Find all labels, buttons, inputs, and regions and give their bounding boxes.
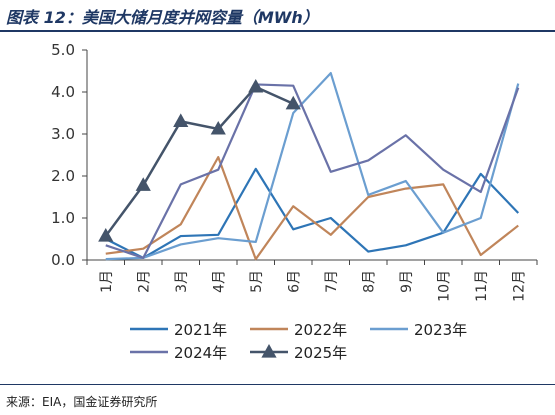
y-tick-label: 5.0 bbox=[51, 41, 75, 59]
title-divider bbox=[0, 30, 555, 32]
series-line-0 bbox=[105, 167, 520, 259]
x-tick-label: 12月 bbox=[511, 270, 527, 302]
data-point-marker bbox=[285, 95, 301, 110]
legend-label: 2023年 bbox=[414, 321, 467, 339]
series-line-4 bbox=[104, 85, 294, 237]
data-point-marker bbox=[248, 78, 264, 93]
series-markers bbox=[98, 78, 301, 242]
x-tick-label: 11月 bbox=[474, 270, 490, 302]
data-point-marker bbox=[173, 113, 189, 127]
figure-title: 图表 12：美国大储月度并网容量（MWh） bbox=[6, 8, 319, 27]
footer-divider bbox=[0, 384, 555, 385]
y-tick-label: 1.0 bbox=[51, 209, 75, 227]
x-tick-label: 4月 bbox=[211, 270, 227, 293]
x-tick-label: 3月 bbox=[174, 270, 190, 293]
series-line-2 bbox=[105, 71, 520, 261]
legend: 2021年 2022年 2023年 2024年 2025年 bbox=[130, 321, 467, 362]
series-line-3 bbox=[105, 83, 520, 259]
series-lines bbox=[104, 71, 520, 261]
x-tick-label: 9月 bbox=[399, 270, 415, 293]
legend-label: 2024年 bbox=[174, 344, 227, 362]
x-axis-ticks: 1月 2月 3月 4月 5月 6月 7月 8月 9月 10月 11月 12月 bbox=[86, 260, 538, 302]
series-line-1 bbox=[105, 155, 519, 261]
data-point-marker bbox=[135, 177, 151, 191]
line-chart: 0.0 1.0 2.0 3.0 4.0 5.0 1月 2月 3月 4月 5月 6月 7月 8月 9月 10月… bbox=[51, 41, 538, 362]
x-tick-label: 1月 bbox=[99, 270, 115, 293]
y-tick-label: 2.0 bbox=[51, 167, 75, 185]
y-axis-ticks: 0.0 1.0 2.0 3.0 4.0 5.0 bbox=[51, 41, 87, 269]
x-tick-label: 2月 bbox=[136, 270, 152, 293]
legend-label: 2022年 bbox=[294, 321, 347, 339]
data-point-marker bbox=[98, 228, 114, 242]
y-tick-label: 4.0 bbox=[51, 83, 75, 101]
x-tick-label: 6月 bbox=[286, 270, 302, 293]
x-tick-label: 5月 bbox=[249, 270, 265, 293]
y-tick-label: 3.0 bbox=[51, 125, 75, 143]
source-note: 来源：EIA，国金证券研究所 bbox=[6, 395, 158, 409]
legend-label: 2021年 bbox=[174, 321, 227, 339]
legend-label: 2025年 bbox=[294, 344, 347, 362]
legend-marker bbox=[261, 344, 277, 358]
x-tick-label: 8月 bbox=[361, 270, 377, 293]
data-point-marker bbox=[210, 120, 226, 135]
y-tick-label: 0.0 bbox=[51, 251, 75, 269]
axes bbox=[86, 50, 537, 261]
x-tick-label: 10月 bbox=[436, 270, 452, 302]
x-tick-label: 7月 bbox=[324, 270, 340, 293]
